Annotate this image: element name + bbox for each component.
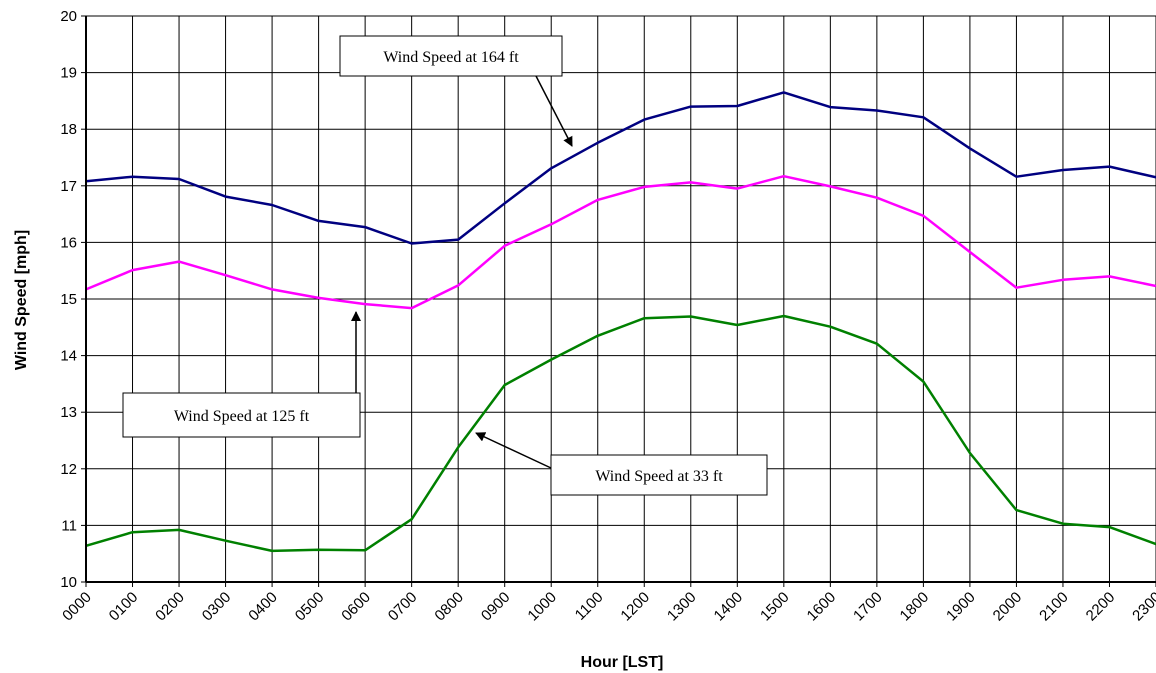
y-tick-label: 12 (60, 461, 77, 478)
y-tick-label: 16 (60, 234, 77, 251)
y-tick-label: 15 (60, 291, 77, 308)
y-tick-label: 11 (61, 517, 77, 534)
annotation-arrow (535, 75, 573, 147)
x-tick-label: 0600 (338, 589, 374, 625)
x-tick-label: 0700 (385, 589, 421, 625)
x-tick-label: 1700 (850, 589, 886, 625)
y-axis-title: Wind Speed [mph] (13, 230, 30, 370)
series-line-2 (85, 314, 1156, 553)
annotation-box (550, 454, 768, 496)
series-line-0 (85, 91, 1156, 245)
series-line-1 (85, 174, 1156, 310)
annotation-label: Wind Speed at 33 ft (595, 468, 723, 485)
y-tick-label: 14 (60, 348, 77, 365)
y-tick-label: 17 (60, 178, 77, 195)
annotation-box (339, 35, 563, 77)
annotation-label: Wind Speed at 125 ft (174, 408, 310, 425)
y-tick-label: 19 (60, 65, 77, 82)
y-tick-label: 10 (60, 574, 77, 591)
annotation-arrow (475, 432, 552, 469)
x-tick-label: 0500 (292, 589, 328, 625)
x-tick-label: 0200 (152, 589, 188, 625)
annotation-label: Wind Speed at 164 ft (383, 49, 519, 66)
annotations: Wind Speed at 164 ft Wind Speed at 125 ft… (122, 35, 768, 496)
x-tick-label: 0900 (478, 589, 514, 625)
x-tick-label: 0100 (106, 589, 142, 625)
y-tick-label: 18 (60, 121, 77, 138)
x-axis-title: Hour [LST] (581, 654, 664, 671)
x-tick-label: 1000 (524, 589, 560, 625)
x-tick-label: 0000 (59, 589, 95, 625)
x-tick-label: 1400 (711, 589, 747, 625)
x-tick-label: 2100 (1036, 589, 1072, 625)
x-tick-label: 2200 (1083, 589, 1119, 625)
x-tick-label: 1200 (617, 589, 653, 625)
x-tick-label: 0800 (431, 589, 467, 625)
x-tick-label: 2300 (1129, 589, 1156, 625)
x-tick-label: 1600 (804, 589, 840, 625)
axes: 10 11 12 13 14 15 16 17 18 19 20 0000 0100 0200 0300 04… (59, 8, 1156, 624)
y-tick-label: 13 (60, 404, 77, 421)
x-tick-label: 1500 (757, 589, 793, 625)
x-tick-label: 0400 (245, 589, 281, 625)
x-tick-label: 2000 (990, 589, 1026, 625)
series-layer (85, 91, 1156, 553)
x-tick-label: 1800 (897, 589, 933, 625)
annotation-box (122, 392, 361, 438)
grid (86, 15, 1156, 582)
x-tick-label: 1300 (664, 589, 700, 625)
x-tick-label: 0300 (199, 589, 235, 625)
y-tick-label: 20 (60, 8, 77, 25)
x-tick-label: 1900 (943, 589, 979, 625)
x-tick-label: 1100 (572, 589, 607, 624)
